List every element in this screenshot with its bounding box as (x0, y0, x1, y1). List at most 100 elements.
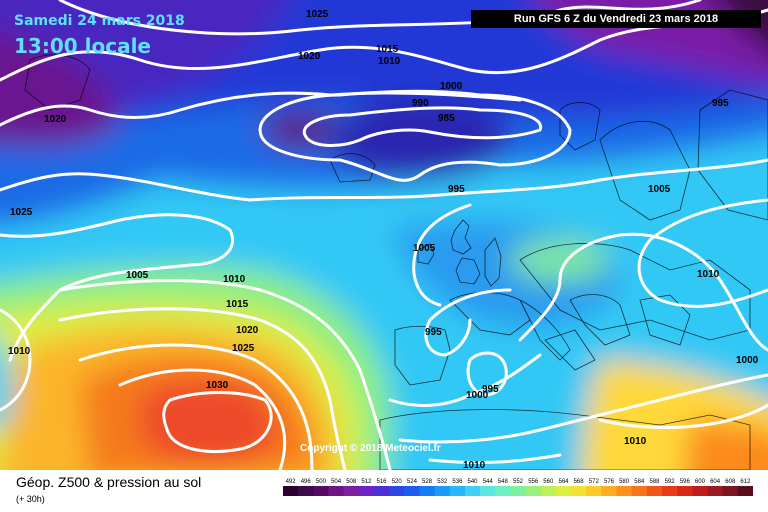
scale-swatch (510, 486, 526, 496)
isobar-label: 1010 (463, 460, 486, 470)
isobar-label: 1020 (44, 114, 67, 125)
scale-tick-label: 496 (301, 479, 312, 485)
scale-swatch (737, 486, 753, 496)
isobar-label: 985 (438, 113, 455, 124)
isobar-label: 1020 (298, 51, 321, 62)
scale-swatch (707, 486, 724, 496)
scale-swatch (692, 486, 708, 496)
scale-tick-label: 528 (422, 479, 433, 485)
scale-tick-label: 608 (725, 479, 736, 485)
scale-swatch (555, 486, 572, 496)
scale-swatch (722, 486, 739, 496)
coastlines (24, 54, 768, 470)
scale-tick-label: 540 (467, 479, 478, 485)
scale-tick-label: 520 (392, 479, 403, 485)
isobar-label: 1005 (126, 270, 149, 281)
scale-swatch (358, 486, 375, 496)
color-scale: 492 496 500 504 508 512 516 520 524 528 532 536 540 5… (283, 479, 753, 496)
scale-tick-label: 588 (649, 479, 660, 485)
scale-swatch (449, 486, 466, 496)
scale-tick-label: 576 (604, 479, 615, 485)
scale-swatch (677, 486, 693, 496)
scale-tick-label: 552 (513, 479, 524, 485)
scale-tick-label: 596 (680, 479, 691, 485)
scale-tick-label: 580 (619, 479, 630, 485)
scale-swatch (586, 486, 602, 496)
scale-swatch (419, 486, 436, 496)
scale-swatch (525, 486, 542, 496)
scale-swatch (662, 486, 678, 496)
isobar-label: 990 (412, 98, 429, 109)
scale-swatch (495, 486, 511, 496)
isobar-label: 1000 (466, 390, 489, 401)
scale-tick-label: 504 (331, 479, 342, 485)
scale-tick-label: 556 (528, 479, 539, 485)
scale-tick-label: 524 (407, 479, 418, 485)
scale-swatch (389, 486, 405, 496)
scale-tick-label: 512 (361, 479, 372, 485)
scale-swatch (631, 486, 648, 496)
forecast-time: 13:00 locale (14, 34, 151, 58)
forecast-date: Samedi 24 mars 2018 (14, 13, 185, 29)
isobar-label: 1020 (236, 325, 259, 336)
scale-swatch (313, 486, 329, 496)
isobar-label: 995 (712, 98, 729, 109)
scale-swatch (601, 486, 617, 496)
scale-swatch (374, 486, 390, 496)
scale-tick-label: 572 (589, 479, 600, 485)
isobar-label: 1010 (8, 346, 31, 357)
scale-swatch (298, 486, 314, 496)
scale-swatch (404, 486, 420, 496)
isobar-label: 1005 (413, 243, 436, 254)
isobar-label: 1015 (226, 299, 249, 310)
isobar-label: 1005 (648, 184, 671, 195)
scale-swatch (283, 486, 299, 496)
isobar-label: 1000 (736, 355, 759, 366)
isobar-label: 1025 (306, 9, 329, 20)
isobar-label: 995 (482, 384, 499, 395)
scale-swatch (571, 486, 587, 496)
scale-tick-label: 560 (543, 479, 554, 485)
isobars (0, 0, 768, 470)
scale-tick-label: 544 (483, 479, 494, 485)
scale-swatch (540, 486, 557, 496)
scale-tick-label: 548 (498, 479, 509, 485)
scale-swatch (328, 486, 345, 496)
isobar-label: 1025 (232, 343, 255, 354)
isobar-label: 1025 (10, 207, 33, 218)
scale-swatch (616, 486, 633, 496)
isobar-label: 1010 (378, 56, 401, 67)
scale-swatch (464, 486, 481, 496)
scale-tick-label: 564 (558, 479, 569, 485)
scale-tick-label: 532 (437, 479, 448, 485)
scale-tick-label: 492 (286, 479, 297, 485)
scale-swatch (646, 486, 663, 496)
isobar-label: 995 (448, 184, 465, 195)
scale-tick-label: 612 (740, 479, 751, 485)
scale-tick-label: 604 (710, 479, 721, 485)
isobar-label: 1015 (376, 44, 399, 55)
legend-title: Géop. Z500 & pression au sol (16, 474, 202, 490)
scale-tick-label: 568 (574, 479, 585, 485)
scale-swatch (434, 486, 451, 496)
z500-map: 1025 1020 1015 1010 1000 990 985 995 102… (0, 0, 768, 470)
scale-tick-label: 516 (376, 479, 387, 485)
scale-tick-label: 600 (695, 479, 706, 485)
scale-tick-label: 584 (634, 479, 645, 485)
scale-tick-label: 592 (665, 479, 676, 485)
copyright: Copyright © 2018 Meteociel.fr (300, 443, 441, 454)
scale-tick-label: 508 (346, 479, 357, 485)
isobar-label: 1010 (624, 436, 647, 447)
legend-subtitle: (+ 30h) (16, 494, 45, 504)
isobar-labels: 1025 1020 1015 1010 1000 990 985 995 102… (8, 9, 759, 470)
scale-swatch (343, 486, 360, 496)
run-info: Run GFS 6 Z du Vendredi 23 mars 2018 (471, 10, 761, 28)
isobar-label: 1000 (440, 81, 463, 92)
isobar-label: 995 (425, 327, 442, 338)
scale-tick-label: 500 (316, 479, 327, 485)
isobar-label: 1010 (697, 269, 720, 280)
scale-swatch (480, 486, 496, 496)
isobar-label: 1030 (206, 380, 229, 391)
scale-tick-label: 536 (452, 479, 463, 485)
